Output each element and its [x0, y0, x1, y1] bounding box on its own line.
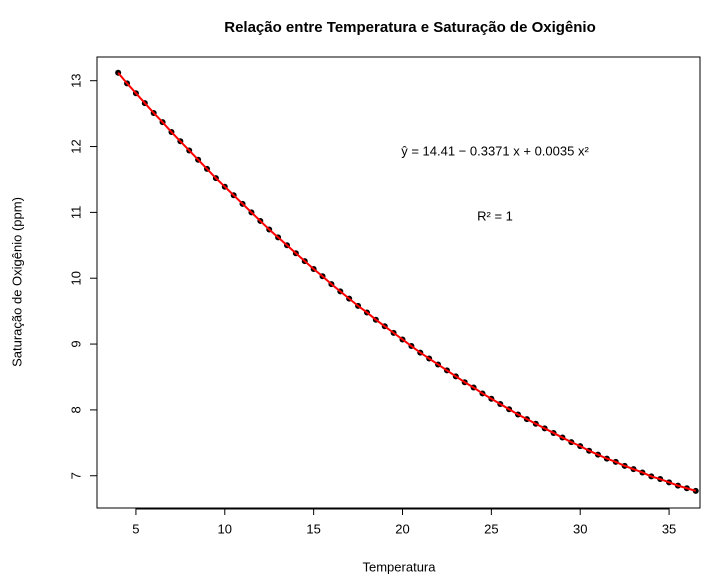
x-tick-label: 35 [662, 521, 676, 536]
y-tick-label: 12 [68, 139, 83, 153]
equation: ŷ = 14.41 − 0.3371 x + 0.0035 x² [401, 143, 589, 158]
x-tick-label: 30 [573, 521, 587, 536]
fit-line [117, 72, 697, 492]
y-tick-label: 8 [68, 406, 83, 413]
r-squared: R² = 1 [477, 208, 513, 223]
x-tick-label: 20 [395, 521, 409, 536]
y-tick-label: 7 [68, 472, 83, 479]
y-tick-label: 9 [68, 340, 83, 347]
y-tick-label: 11 [68, 206, 83, 220]
y-tick-label: 10 [68, 271, 83, 285]
y-tick-label: 13 [68, 73, 83, 87]
x-tick-label: 25 [484, 521, 498, 536]
chart-title: Relação entre Temperatura e Saturação de… [224, 19, 596, 36]
y-axis-label: Saturação de Oxigênio (ppm) [9, 197, 24, 367]
plot-box [96, 56, 701, 509]
x-axis-label: Temperatura [363, 559, 437, 574]
x-tick-label: 10 [218, 521, 232, 536]
x-tick-label: 5 [132, 521, 139, 536]
x-tick-label: 15 [306, 521, 320, 536]
